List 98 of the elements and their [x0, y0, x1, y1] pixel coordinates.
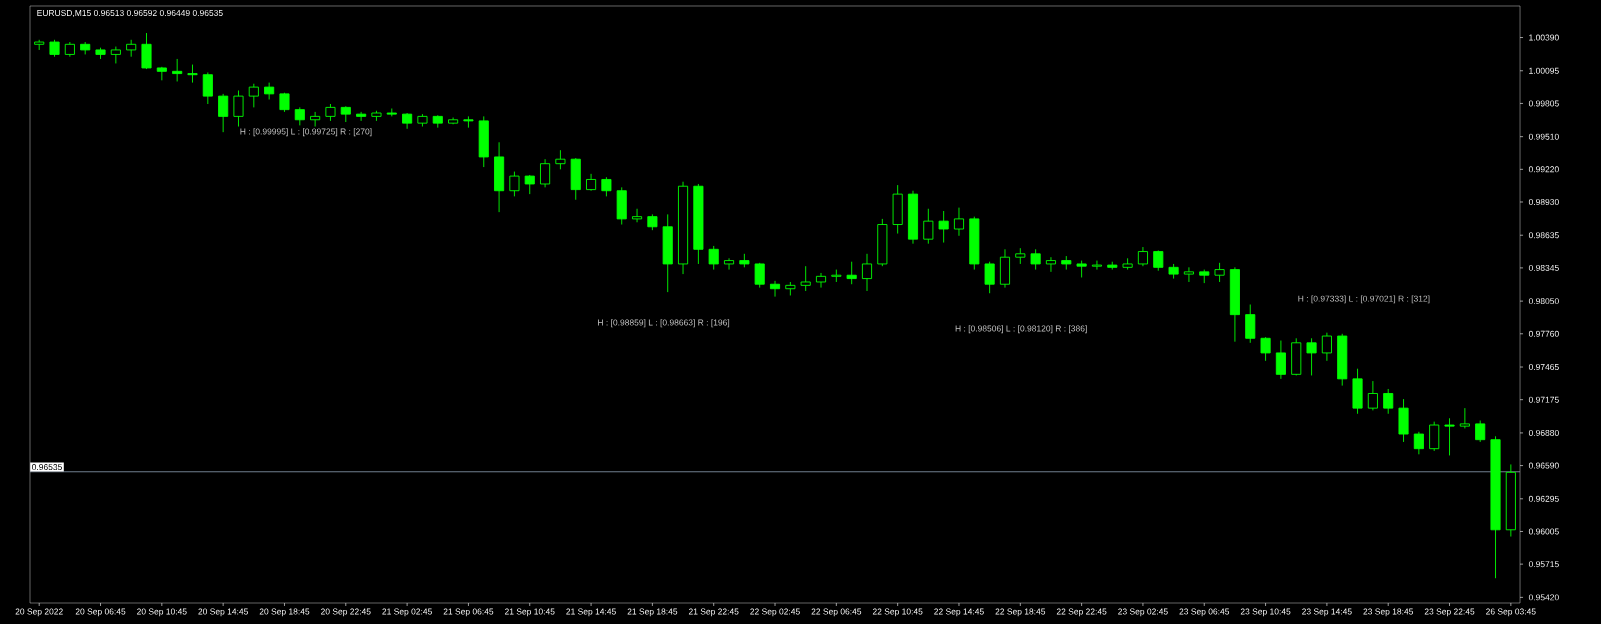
y-tick-label: 0.99510: [1528, 133, 1559, 140]
y-tick-label: 0.96295: [1528, 495, 1559, 502]
candlestick: [1214, 262, 1225, 283]
candlestick: [984, 261, 995, 294]
candlestick: [861, 253, 873, 292]
candlestick: [800, 265, 811, 292]
y-tick-label: 0.96880: [1528, 429, 1559, 436]
candlestick: [923, 208, 934, 245]
candlestick: [264, 82, 275, 100]
y-tick-label: 0.95715: [1528, 561, 1559, 568]
y-tick-label: 0.98635: [1528, 232, 1559, 239]
y-tick-label: 0.99805: [1528, 100, 1559, 107]
x-tick-label: 23 Sep 02:45: [1118, 608, 1168, 617]
candlestick: [815, 272, 827, 289]
candlestick: [218, 93, 229, 133]
x-tick-label: 23 Sep 10:45: [1240, 608, 1291, 617]
candlestick: [754, 262, 765, 289]
x-tick-label: 20 Sep 18:45: [259, 608, 310, 617]
x-tick-label: 23 Sep 14:45: [1302, 608, 1352, 617]
candlestick: [708, 245, 719, 271]
x-tick-label: 22 Sep 14:45: [934, 608, 984, 617]
candlestick: [846, 261, 857, 285]
annotation: H : [0.99995] L : [0.99725] R : [270]: [240, 128, 372, 137]
candlestick: [1137, 246, 1148, 267]
candlestick: [310, 111, 321, 127]
candlestick: [1321, 332, 1332, 362]
candlestick: [632, 208, 643, 223]
x-tick-label: 20 Sep 22:45: [321, 608, 371, 617]
x-tick-label: 21 Sep 14:45: [566, 608, 616, 617]
y-tick-label: 0.95420: [1528, 594, 1559, 601]
candlestick: [601, 176, 612, 197]
candlestick: [1275, 340, 1286, 380]
annotation: H : [0.97333] L : [0.97021] R : [312]: [1298, 295, 1430, 304]
candlestick: [248, 83, 259, 108]
candlestick: [953, 207, 965, 237]
candlestick: [509, 171, 520, 197]
x-tick-label: 22 Sep 02:45: [750, 608, 800, 617]
x-tick-label: 20 Sep 06:45: [75, 608, 126, 617]
x-tick-label: 23 Sep 22:45: [1424, 608, 1475, 617]
x-tick-label: 21 Sep 06:45: [443, 608, 494, 617]
y-tick-label: 0.97175: [1528, 396, 1559, 403]
candlestick: [1045, 256, 1056, 273]
x-tick-label: 20 Sep 10:45: [137, 608, 187, 617]
y-tick-label: 0.98050: [1528, 298, 1559, 305]
annotation: H : [0.98506] L : [0.98120] R : [386]: [955, 325, 1087, 334]
candlestick: [1367, 380, 1378, 411]
candlestick: [1413, 431, 1424, 455]
y-tick-label: 1.00095: [1529, 67, 1559, 74]
candlestick: [202, 72, 213, 105]
y-tick-label: 0.97465: [1528, 364, 1559, 371]
x-tick-label: 20 Sep 2022: [15, 608, 63, 617]
x-tick-label: 22 Sep 10:45: [872, 608, 923, 617]
candlestick: [1475, 420, 1486, 443]
ref-line-label: 0.96535: [32, 464, 62, 471]
y-tick-label: 0.98345: [1528, 264, 1559, 271]
candlestick: [1306, 337, 1317, 376]
x-tick-label: 23 Sep 18:45: [1363, 608, 1414, 617]
x-tick-label: 22 Sep 18:45: [995, 608, 1046, 617]
candlestick: [172, 58, 183, 82]
x-tick-label: 21 Sep 10:45: [504, 608, 555, 617]
candlestick: [1153, 249, 1164, 272]
annotation: H : [0.98859] L : [0.98663] R : [196]: [598, 319, 730, 328]
x-tick-label: 21 Sep 02:45: [382, 608, 432, 617]
y-tick-label: 0.96590: [1528, 462, 1559, 469]
x-tick-label: 26 Sep 03:45: [1486, 608, 1536, 617]
x-tick-label: 22 Sep 06:45: [811, 608, 862, 617]
candlestick: [1383, 388, 1394, 415]
candlestick: [1030, 248, 1041, 271]
candlestick: [723, 257, 735, 271]
x-tick-label: 20 Sep 14:45: [198, 608, 248, 617]
x-tick-label: 21 Sep 18:45: [627, 608, 678, 617]
x-tick-label: 21 Sep 22:45: [688, 608, 739, 617]
candlestick: [294, 106, 305, 126]
y-tick-label: 1.00390: [1529, 34, 1559, 41]
candlestick: [1091, 260, 1102, 271]
candlestick: [831, 269, 842, 283]
candlestick: [1459, 407, 1470, 429]
y-tick-label: 0.98930: [1528, 199, 1559, 205]
x-tick-label: 22 Sep 22:45: [1056, 608, 1107, 617]
candlestick: [1429, 421, 1440, 452]
candlestick: [555, 149, 566, 170]
candlestick: [938, 210, 949, 243]
candlestick: [463, 115, 474, 129]
candlestick: [1260, 336, 1271, 362]
y-tick-label: 0.99220: [1528, 166, 1559, 173]
candlestick: [356, 111, 367, 122]
y-tick-label: 0.96005: [1528, 528, 1559, 535]
x-tick-label: 23 Sep 06:45: [1179, 608, 1230, 617]
candlestick: [187, 64, 198, 84]
y-tick-label: 0.97760: [1528, 330, 1559, 337]
candlestick: [1245, 304, 1256, 344]
candlestick: [1444, 417, 1455, 456]
candlestick: [233, 90, 244, 127]
candlestick: [141, 32, 152, 70]
candlestick: [540, 158, 551, 188]
chart-title: EURUSD,M15 0.96513 0.96592 0.96449 0.96535: [37, 10, 223, 17]
candlestick: [769, 280, 781, 298]
candlestick: [1183, 266, 1194, 283]
